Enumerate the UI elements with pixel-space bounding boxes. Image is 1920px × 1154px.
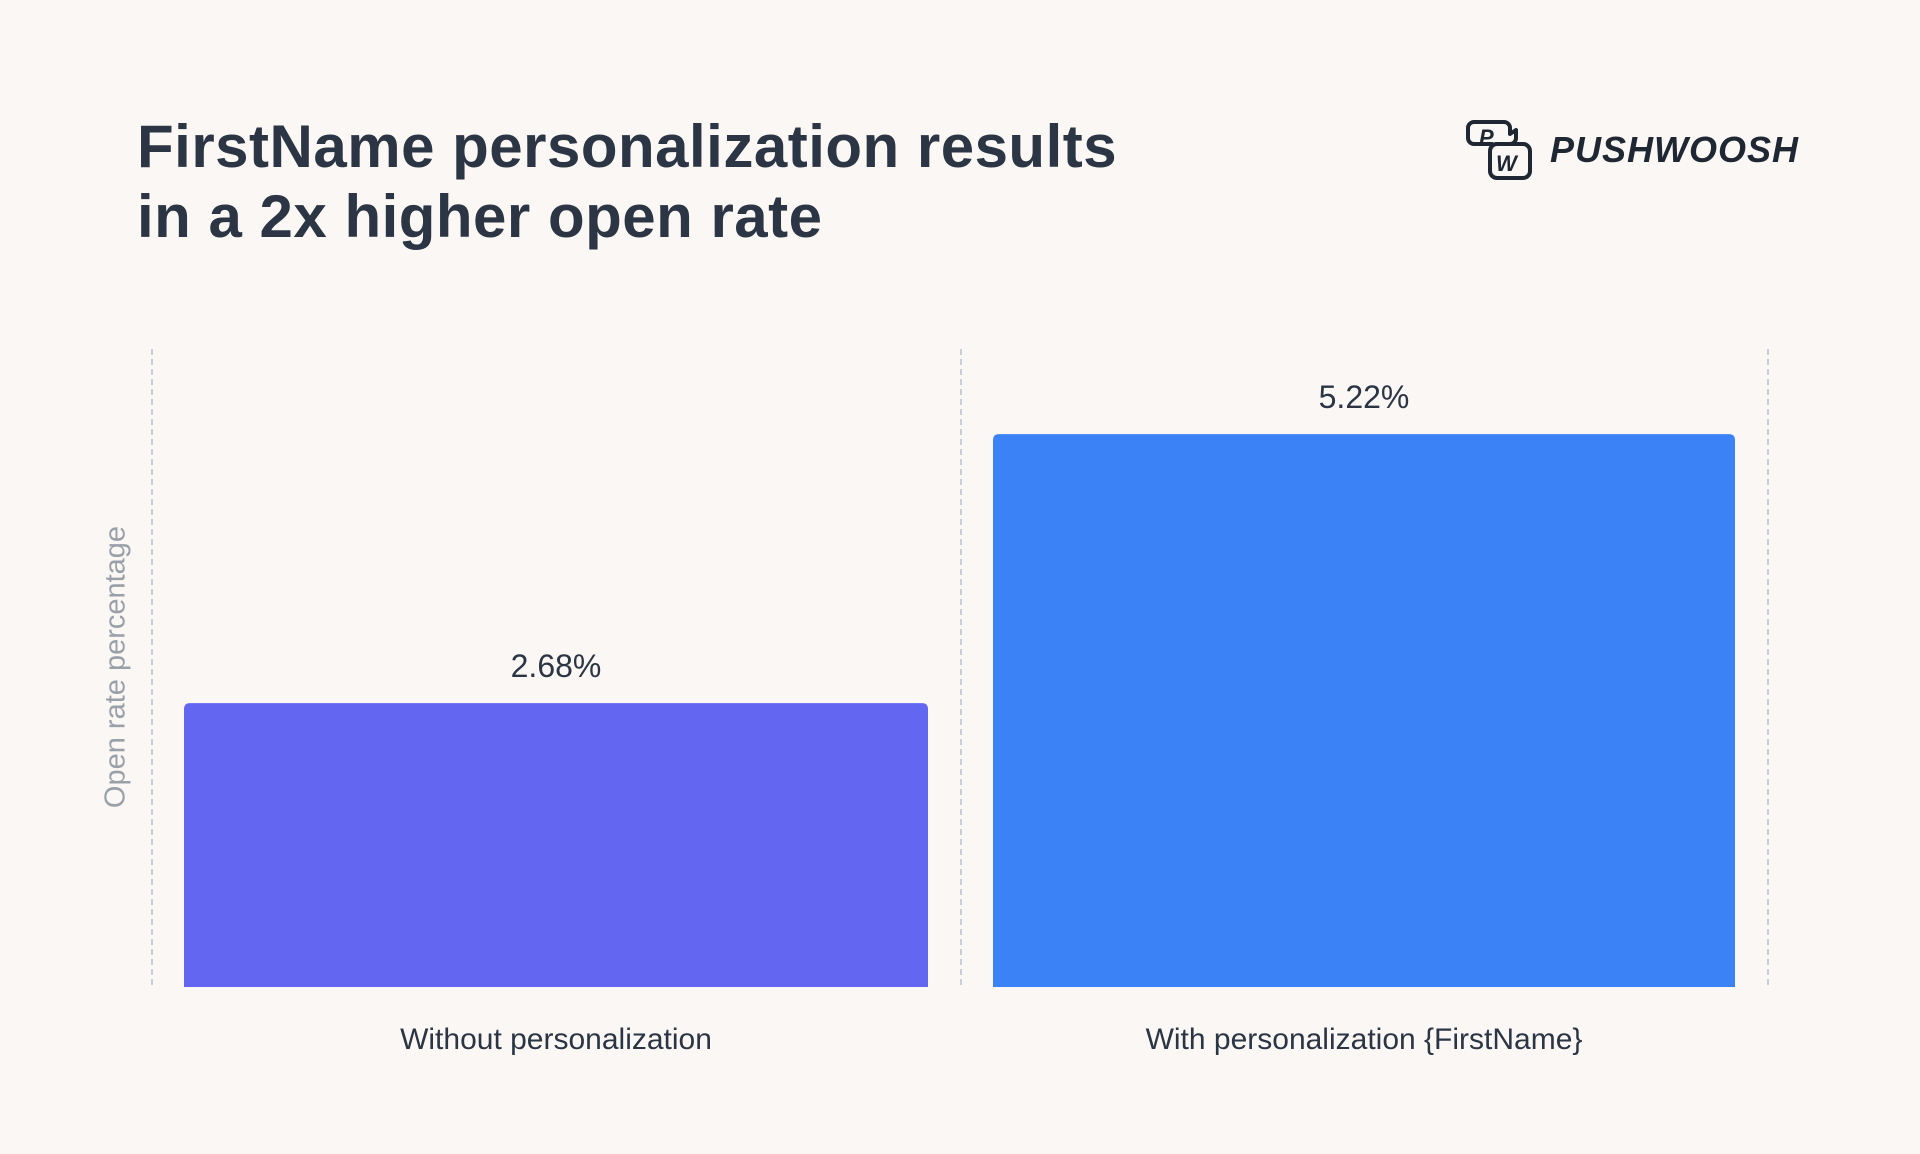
bar-1 (184, 703, 928, 987)
svg-text:W: W (1496, 151, 1519, 176)
title-line-1: FirstName personalization results (137, 113, 1118, 180)
chart-title: FirstName personalization results in a 2… (137, 112, 1117, 252)
logo-text: PUSHWOOSH (1550, 129, 1800, 170)
title-line-2: in a 2x higher open rate (137, 183, 823, 250)
pushwoosh-logo: P W PUSHWOOSH (1466, 118, 1799, 182)
category-label-1: Without personalization (400, 1023, 712, 1056)
category-label-2: With personalization {FirstName} (1146, 1023, 1583, 1056)
data-label-2: 5.22% (1319, 379, 1410, 415)
svg-text:P: P (1479, 125, 1494, 150)
data-label-1: 2.68% (511, 648, 602, 684)
pushwoosh-logo-icon: P W (1466, 120, 1532, 180)
bar-2 (993, 434, 1735, 987)
